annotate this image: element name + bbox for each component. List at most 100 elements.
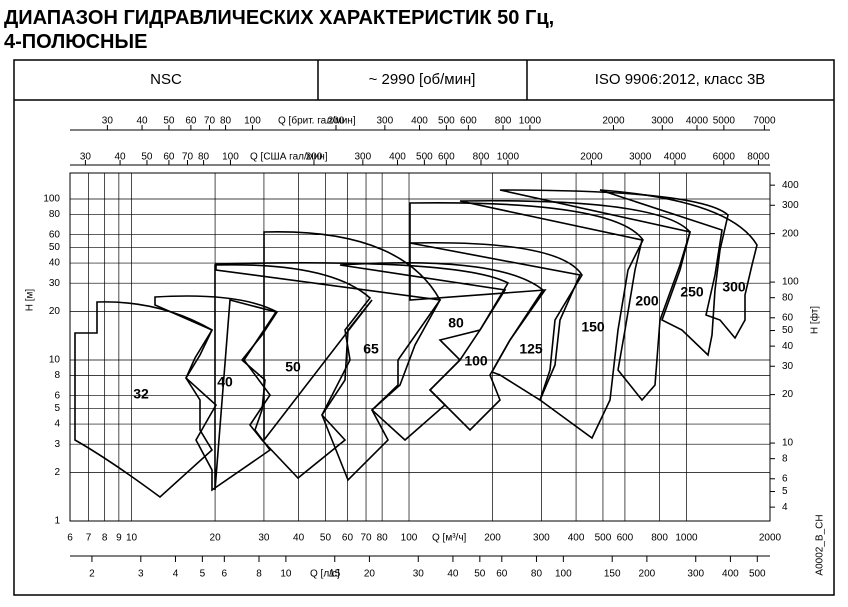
top-tick-label: 30 (102, 116, 114, 127)
y2-tick-label: 30 (782, 361, 794, 372)
model-label: 50 (285, 359, 301, 375)
x-tick-label: 10 (126, 533, 138, 544)
figure-code: A0002_B_CH (815, 514, 826, 575)
top-tick-label: 400 (389, 152, 406, 163)
top-tick-label: 600 (460, 116, 477, 127)
top-tick-label: 300 (377, 116, 394, 127)
x-tick-label: 400 (568, 533, 585, 544)
top-tick-label: 100 (244, 116, 261, 127)
y2-tick-label: 50 (782, 325, 794, 336)
bottom2-tick-label: 4 (173, 569, 179, 580)
range-outline (409, 201, 644, 440)
y-tick-label: 8 (54, 370, 60, 381)
top-tick-label: 200 (328, 116, 345, 127)
top-tick-label: 8000 (747, 152, 770, 163)
x2-axis-title: Q [л/с] (310, 569, 340, 580)
plot-frame (69, 172, 771, 522)
y2-tick-label: 300 (782, 200, 799, 211)
x-tick-label: 2000 (759, 533, 782, 544)
y2-tick-label: 6 (782, 473, 788, 484)
y-tick-label: 5 (54, 403, 60, 414)
x-axis-title: Q [м³/ч] (432, 533, 467, 544)
model-label: 250 (680, 284, 704, 300)
bottom2-tick-label: 400 (722, 569, 739, 580)
top-tick-label: 4000 (664, 152, 687, 163)
top-tick-label: 600 (438, 152, 455, 163)
x-tick-label: 30 (258, 533, 270, 544)
y-tick-label: 100 (43, 194, 60, 205)
range-outline (409, 241, 583, 402)
range-outline (263, 231, 441, 482)
top-tick-label: 50 (141, 152, 153, 163)
y-tick-label: 3 (54, 439, 60, 450)
x-tick-label: 20 (210, 533, 222, 544)
bottom2-tick-label: 8 (256, 569, 262, 580)
y2-tick-label: 8 (782, 453, 788, 464)
title-line: 4-ПОЛЮСНЫЕ (4, 31, 147, 53)
bottom2-tick-label: 10 (280, 569, 292, 580)
top-tick-label: 800 (495, 116, 512, 127)
x-tick-label: 7 (86, 533, 92, 544)
info-cell: ISO 9906:2012, класс 3B (595, 71, 766, 88)
top-tick-label: 80 (198, 152, 210, 163)
info-cell: ~ 2990 [об/мин] (369, 71, 476, 88)
y-tick-label: 1 (54, 516, 60, 527)
y2-tick-label: 40 (782, 341, 794, 352)
top-tick-label: 7000 (753, 116, 776, 127)
bottom2-tick-label: 5 (200, 569, 206, 580)
bottom2-tick-label: 300 (687, 569, 704, 580)
y2-tick-label: 20 (782, 389, 794, 400)
bottom2-tick-label: 20 (364, 569, 376, 580)
y-tick-label: 40 (49, 258, 61, 269)
top-axis-title: Q [США гал/мин] (250, 152, 328, 163)
y-tick-label: 4 (54, 419, 60, 430)
y2-tick-label: 10 (782, 438, 794, 449)
x-tick-label: 70 (360, 533, 372, 544)
title-line: ДИАПАЗОН ГИДРАВЛИЧЕСКИХ ХАРАКТЕРИСТИК 50… (4, 7, 554, 29)
y-tick-label: 2 (54, 467, 60, 478)
bottom2-tick-label: 150 (604, 569, 621, 580)
range-outline (215, 262, 510, 442)
y-axis-title: H [м] (25, 289, 36, 312)
bottom2-tick-label: 15 (329, 569, 341, 580)
y-tick-label: 30 (49, 278, 61, 289)
x-tick-label: 50 (320, 533, 332, 544)
x-tick-label: 300 (533, 533, 550, 544)
bottom2-tick-label: 40 (447, 569, 459, 580)
x-tick-label: 600 (617, 533, 634, 544)
top-tick-label: 3000 (651, 116, 674, 127)
bottom2-tick-label: 60 (496, 569, 508, 580)
bottom2-tick-label: 80 (531, 569, 543, 580)
top-tick-label: 60 (163, 152, 175, 163)
top-tick-label: 300 (354, 152, 371, 163)
range-outline (74, 301, 214, 499)
x-tick-label: 500 (595, 533, 612, 544)
bottom2-tick-label: 6 (222, 569, 228, 580)
bottom2-tick-label: 500 (749, 569, 766, 580)
y2-tick-label: 5 (782, 486, 788, 497)
y-tick-label: 60 (49, 229, 61, 240)
top-tick-label: 70 (204, 116, 216, 127)
model-label: 300 (722, 279, 746, 295)
top-tick-label: 500 (416, 152, 433, 163)
y-tick-label: 80 (49, 209, 61, 220)
top-tick-label: 60 (185, 116, 197, 127)
range-outline (599, 189, 758, 340)
top-tick-label: 500 (438, 116, 455, 127)
range-outline (499, 189, 729, 357)
top-tick-label: 30 (80, 152, 92, 163)
top-tick-label: 40 (136, 116, 148, 127)
x-tick-label: 8 (102, 533, 108, 544)
bottom2-tick-label: 30 (413, 569, 425, 580)
y2-tick-label: 60 (782, 312, 794, 323)
top-tick-label: 2000 (580, 152, 603, 163)
pump-ranges (74, 189, 758, 499)
model-label: 125 (519, 341, 543, 357)
top-tick-label: 3000 (629, 152, 652, 163)
y-tick-label: 20 (49, 306, 61, 317)
model-label: 32 (133, 386, 149, 402)
top-tick-label: 50 (163, 116, 175, 127)
info-cell: NSC (150, 71, 182, 88)
y-tick-label: 6 (54, 390, 60, 401)
